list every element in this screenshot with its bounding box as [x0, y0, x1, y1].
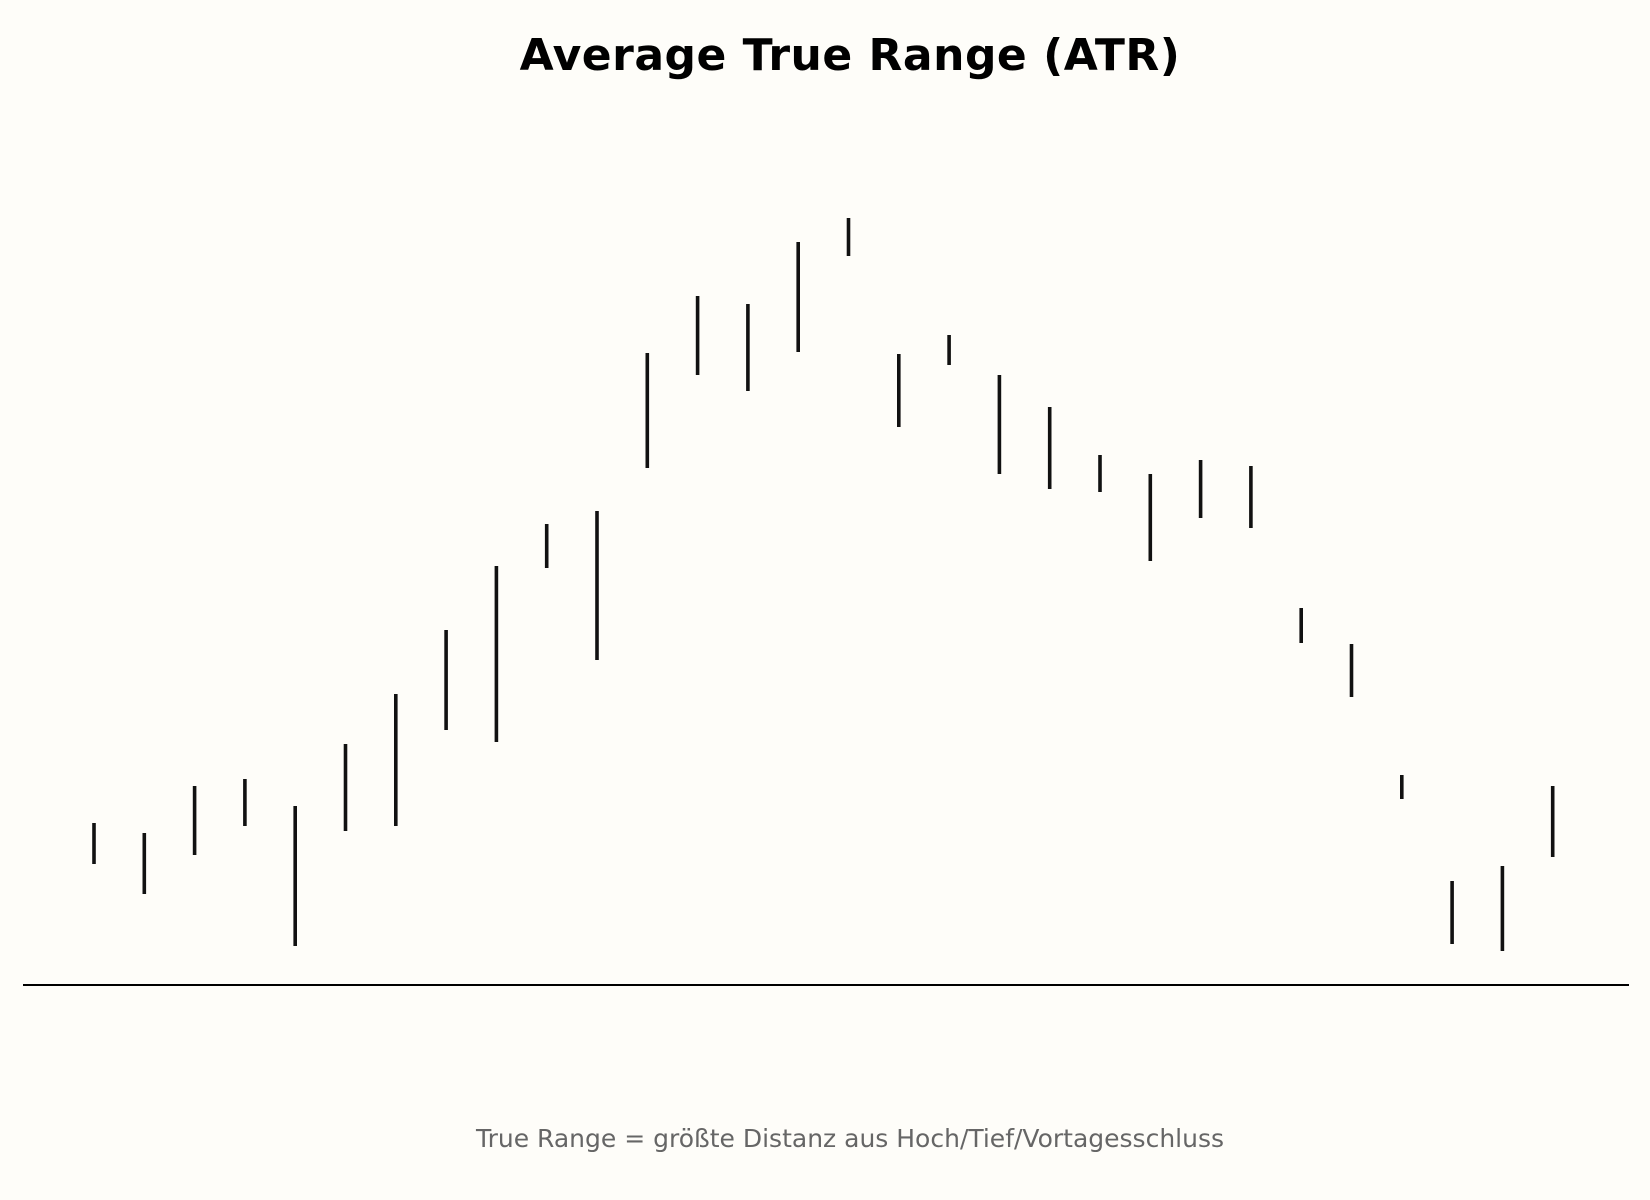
range-bars: [92, 218, 1555, 951]
chart-footnote: True Range = größte Distanz aus Hoch/Tie…: [475, 1124, 1225, 1153]
chart-title: Average True Range (ATR): [519, 30, 1181, 81]
